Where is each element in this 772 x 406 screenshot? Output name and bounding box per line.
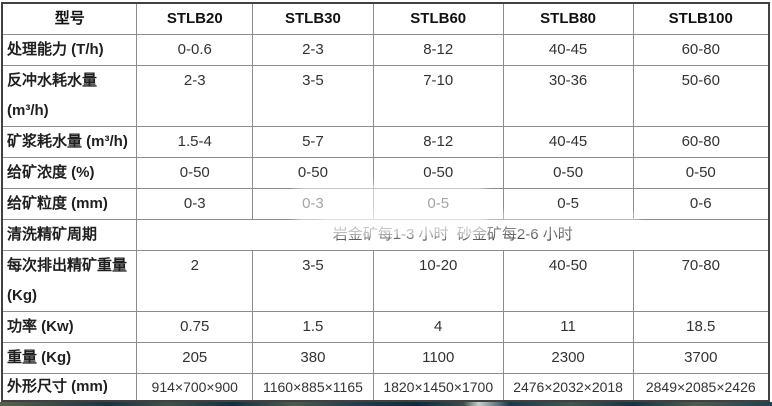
table-cell: 2849×2085×2426: [632, 373, 770, 402]
table-cell: 205: [136, 342, 254, 374]
table-cell: 4: [372, 311, 504, 343]
table-cell: 40-45: [502, 34, 634, 66]
table-cell: 914×700×900: [136, 373, 254, 402]
row-label: 清洗精矿周期: [1, 219, 138, 251]
table-cell: 3700: [632, 342, 770, 374]
table-row: 清洗精矿周期 岩金矿每1-3 小时 砂金矿每2-6 小时: [1, 219, 770, 251]
table-row: 处理能力 (T/h) 0-0.6 2-3 8-12 40-45 60-80: [1, 34, 770, 66]
header-cell-stlb20: STLB20: [136, 2, 254, 35]
table-cell-merged: 岩金矿每1-3 小时 砂金矿每2-6 小时: [136, 219, 770, 251]
table-cell: 1100: [372, 342, 504, 374]
row-label: 处理能力 (T/h): [1, 34, 138, 66]
header-cell-stlb80: STLB80: [502, 2, 634, 35]
table-cell: 0-50: [632, 157, 770, 189]
table-header-row: 型号 STLB20 STLB30 STLB60 STLB80 STLB100: [1, 2, 770, 35]
table-cell: 2-3: [252, 34, 374, 66]
table-cell: 0-3: [136, 188, 254, 220]
table-body: 处理能力 (T/h) 0-0.6 2-3 8-12 40-45 60-80 反冲水耗水量 (…: [1, 34, 770, 402]
header-cell-stlb100: STLB100: [632, 2, 770, 35]
table-cell: 0-5: [502, 188, 634, 220]
header-cell-model: 型号: [1, 2, 138, 35]
table-cell: 1.5: [252, 311, 374, 343]
table-row: 给矿浓度 (%) 0-50 0-50 0-50 0-50 0-50: [1, 157, 770, 189]
table-cell: 50-60: [632, 65, 770, 127]
table-cell: 2476×2032×2018: [502, 373, 634, 402]
table-cell: 70-80: [632, 250, 770, 312]
row-label: 功率 (Kw): [1, 311, 138, 343]
table-row: 矿浆耗水量 (m³/h) 1.5-4 5-7 8-12 40-45 60-80: [1, 126, 770, 158]
cropped-photo-strip: [0, 402, 772, 406]
table-cell: 18.5: [632, 311, 770, 343]
row-label: 给矿粒度 (mm): [1, 188, 138, 220]
table-cell: 0-50: [502, 157, 634, 189]
table-cell: 0-50: [136, 157, 254, 189]
table-cell: 0-50: [252, 157, 374, 189]
header-cell-stlb30: STLB30: [252, 2, 374, 35]
table-cell: 60-80: [632, 126, 770, 158]
table-cell: 5-7: [252, 126, 374, 158]
table-cell: 2-3: [136, 65, 254, 127]
table-cell: 7-10: [372, 65, 504, 127]
table-cell: 0-5: [372, 188, 504, 220]
table-cell: 380: [252, 342, 374, 374]
table-cell: 3-5: [252, 250, 374, 312]
table-cell: 0-3: [252, 188, 374, 220]
table-cell: 11: [502, 311, 634, 343]
table-cell: 60-80: [632, 34, 770, 66]
header-cell-stlb60: STLB60: [372, 2, 504, 35]
table-row: 重量 (Kg) 205 380 1100 2300 3700: [1, 342, 770, 374]
table-cell: 40-50: [502, 250, 634, 312]
table-cell: 1160×885×1165: [252, 373, 374, 402]
table-cell: 0.75: [136, 311, 254, 343]
table-cell: 1.5-4: [136, 126, 254, 158]
row-label: 外形尺寸 (mm): [1, 373, 138, 402]
row-label: 反冲水耗水量 (m³/h): [1, 65, 138, 127]
table-row: 外形尺寸 (mm) 914×700×900 1160×885×1165 1820×14…: [1, 373, 770, 402]
table-row: 每次排出精矿重量 (Kg) 2 3-5 10-20 40-50 70-80: [1, 250, 770, 312]
row-label: 矿浆耗水量 (m³/h): [1, 126, 138, 158]
table-cell: 1820×1450×1700: [372, 373, 504, 402]
row-label: 每次排出精矿重量 (Kg): [1, 250, 138, 312]
table-cell: 2300: [502, 342, 634, 374]
table-cell: 40-45: [502, 126, 634, 158]
table-row: 反冲水耗水量 (m³/h) 2-3 3-5 7-10 30-36 50-60: [1, 65, 770, 127]
row-label: 重量 (Kg): [1, 342, 138, 374]
table-row: 功率 (Kw) 0.75 1.5 4 11 18.5: [1, 311, 770, 343]
table-row: 给矿粒度 (mm) 0-3 0-3 0-5 0-5 0-6: [1, 188, 770, 220]
row-label: 给矿浓度 (%): [1, 157, 138, 189]
table-cell: 0-50: [372, 157, 504, 189]
table-cell: 8-12: [372, 34, 504, 66]
table-cell: 2: [136, 250, 254, 312]
table-cell: 8-12: [372, 126, 504, 158]
table-cell: 10-20: [372, 250, 504, 312]
table-cell: 0-6: [632, 188, 770, 220]
table-cell: 0-0.6: [136, 34, 254, 66]
table-cell: 30-36: [502, 65, 634, 127]
table-cell: 3-5: [252, 65, 374, 127]
